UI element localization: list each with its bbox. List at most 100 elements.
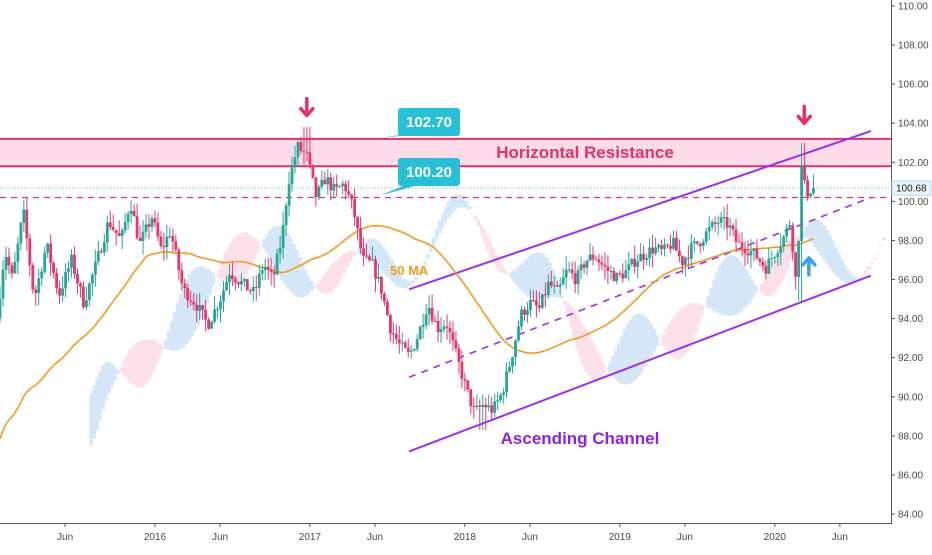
- candle: [511, 356, 514, 374]
- candle: [204, 299, 207, 332]
- candle-body: [299, 142, 303, 151]
- candle-body: [687, 257, 690, 259]
- candle-body: [251, 287, 255, 292]
- candle-body: [82, 286, 85, 308]
- channel-label: Ascending Channel: [501, 429, 660, 448]
- candle: [85, 286, 88, 311]
- candle-body: [731, 225, 735, 230]
- arrow-head: [796, 114, 812, 126]
- candle: [156, 212, 160, 242]
- cloud-segment: [834, 246, 838, 276]
- candle-body: [743, 248, 747, 254]
- candle-body: [427, 307, 431, 315]
- candle-body: [225, 281, 228, 291]
- candle-body: [25, 209, 29, 239]
- candle: [308, 127, 312, 169]
- candle-body: [505, 371, 508, 393]
- cloud-segment: [265, 234, 269, 254]
- candle: [445, 314, 449, 340]
- candle: [305, 127, 309, 162]
- candle-body: [609, 271, 613, 272]
- candle: [743, 241, 747, 267]
- cloud-segment: [146, 339, 150, 383]
- cloud-segment: [235, 235, 239, 284]
- candle: [389, 313, 392, 342]
- candle: [496, 392, 499, 411]
- candle: [642, 245, 646, 270]
- candle: [734, 219, 738, 252]
- candle-body: [365, 255, 368, 257]
- cloud-segment: [482, 229, 487, 243]
- candle: [576, 265, 580, 295]
- candle-body: [695, 241, 699, 244]
- candle-body: [85, 300, 88, 308]
- x-tick-label: Jun: [677, 532, 693, 543]
- cloud-segment: [321, 275, 326, 294]
- cloud-segment: [554, 276, 558, 298]
- candle: [114, 229, 118, 246]
- candle: [400, 332, 404, 352]
- candle-body: [260, 270, 264, 274]
- cloud-segment: [274, 226, 278, 271]
- candle: [254, 275, 258, 301]
- candle: [177, 247, 181, 280]
- candle-body: [526, 310, 529, 315]
- candle: [630, 257, 634, 267]
- candle: [386, 298, 389, 316]
- candle: [582, 261, 586, 274]
- candle-body: [439, 329, 443, 332]
- cloud-segment: [831, 240, 835, 273]
- cloud-segment: [685, 304, 689, 353]
- candle-body: [529, 299, 532, 311]
- cloud-segment: [649, 323, 654, 357]
- candle-body: [436, 321, 440, 332]
- candle-body: [716, 222, 720, 224]
- candle: [722, 206, 726, 230]
- cloud-segment: [491, 248, 496, 264]
- candle-body: [666, 244, 669, 246]
- cloud-segment: [357, 248, 362, 254]
- x-tick-label: Jun: [832, 532, 848, 543]
- cloud-segment: [604, 367, 609, 369]
- moving-average-layer: [0, 225, 814, 439]
- candle-body: [418, 326, 422, 340]
- candle-body: [675, 237, 678, 251]
- cloud-segment: [157, 343, 162, 358]
- candle-body: [615, 273, 619, 281]
- cloud-segment: [557, 285, 561, 298]
- cloud-segment: [384, 250, 388, 276]
- candle-body: [636, 261, 640, 267]
- cloud-segment: [503, 269, 508, 274]
- candle: [698, 242, 702, 253]
- candle: [529, 289, 532, 317]
- cloud-segment: [822, 225, 826, 261]
- candle-body: [496, 400, 499, 402]
- cloud-segment: [247, 233, 251, 270]
- candle: [540, 293, 544, 310]
- candle-body: [630, 258, 634, 265]
- candle-body: [49, 243, 53, 263]
- candle: [448, 320, 452, 345]
- candle: [231, 262, 234, 286]
- candle-body: [737, 241, 741, 243]
- cloud-segment: [113, 366, 117, 381]
- candle: [198, 292, 202, 320]
- candle-body: [177, 249, 181, 271]
- candle: [201, 304, 204, 321]
- candle: [380, 276, 383, 301]
- candle-body: [46, 243, 50, 253]
- candle: [260, 264, 264, 281]
- cloud-segment: [512, 270, 516, 283]
- cloud-segment: [873, 257, 877, 260]
- candle: [415, 334, 419, 352]
- candle: [776, 249, 780, 267]
- cloud-segment: [479, 224, 484, 235]
- candle: [126, 211, 130, 230]
- candle: [183, 278, 187, 299]
- candle: [64, 263, 67, 298]
- candle: [794, 251, 797, 290]
- candle-body: [669, 245, 672, 249]
- candle: [129, 200, 133, 224]
- cloud-segment: [253, 238, 257, 259]
- candle-body: [445, 326, 449, 328]
